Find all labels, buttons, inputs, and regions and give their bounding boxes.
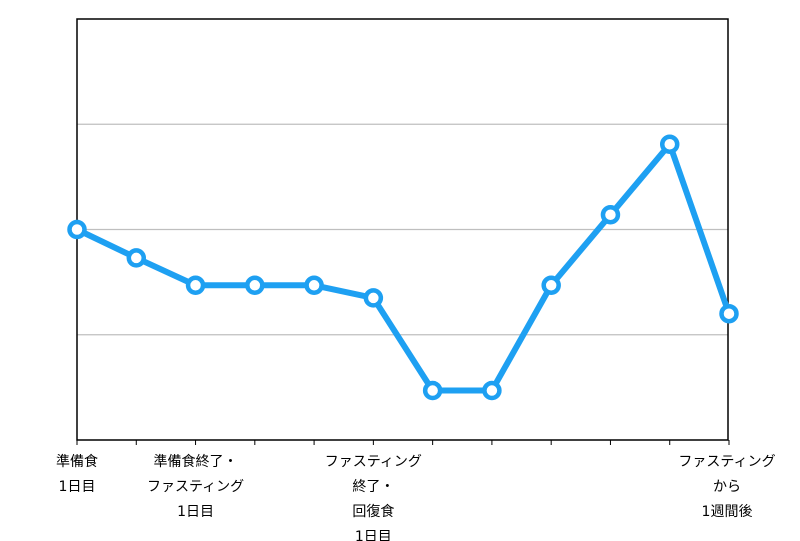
x-axis-labels: 準備食 1日目 準備食終了・ファスティング 1日目 ファスティング終了・回復食 1日目 ファ… bbox=[56, 453, 776, 541]
data-point-6 bbox=[363, 288, 384, 308]
data-point-10 bbox=[600, 205, 621, 225]
x-tick-label-6: ファスティング終了・回復食 1日目 bbox=[325, 454, 422, 541]
data-point-11 bbox=[659, 134, 680, 154]
grid-lines bbox=[77, 123, 728, 336]
data-point-8 bbox=[482, 380, 502, 401]
x-axis-ticks bbox=[76, 440, 730, 445]
data-point-12 bbox=[719, 303, 739, 324]
data-point-2 bbox=[126, 248, 147, 268]
data-point-5 bbox=[304, 275, 324, 296]
data-point-7 bbox=[422, 380, 443, 401]
x-tick-label-1: 準備食 1日目 bbox=[56, 453, 98, 495]
data-point-9 bbox=[541, 275, 561, 296]
data-point-3 bbox=[185, 275, 206, 296]
data-point-4 bbox=[245, 275, 265, 296]
x-tick-label-12: ファスティングから 1週間後 bbox=[678, 454, 775, 520]
data-point-1 bbox=[67, 219, 87, 240]
series-line bbox=[74, 141, 732, 394]
x-tick-label-3: 準備食終了・ファスティング 1日目 bbox=[147, 453, 244, 520]
series-layer bbox=[67, 134, 739, 401]
